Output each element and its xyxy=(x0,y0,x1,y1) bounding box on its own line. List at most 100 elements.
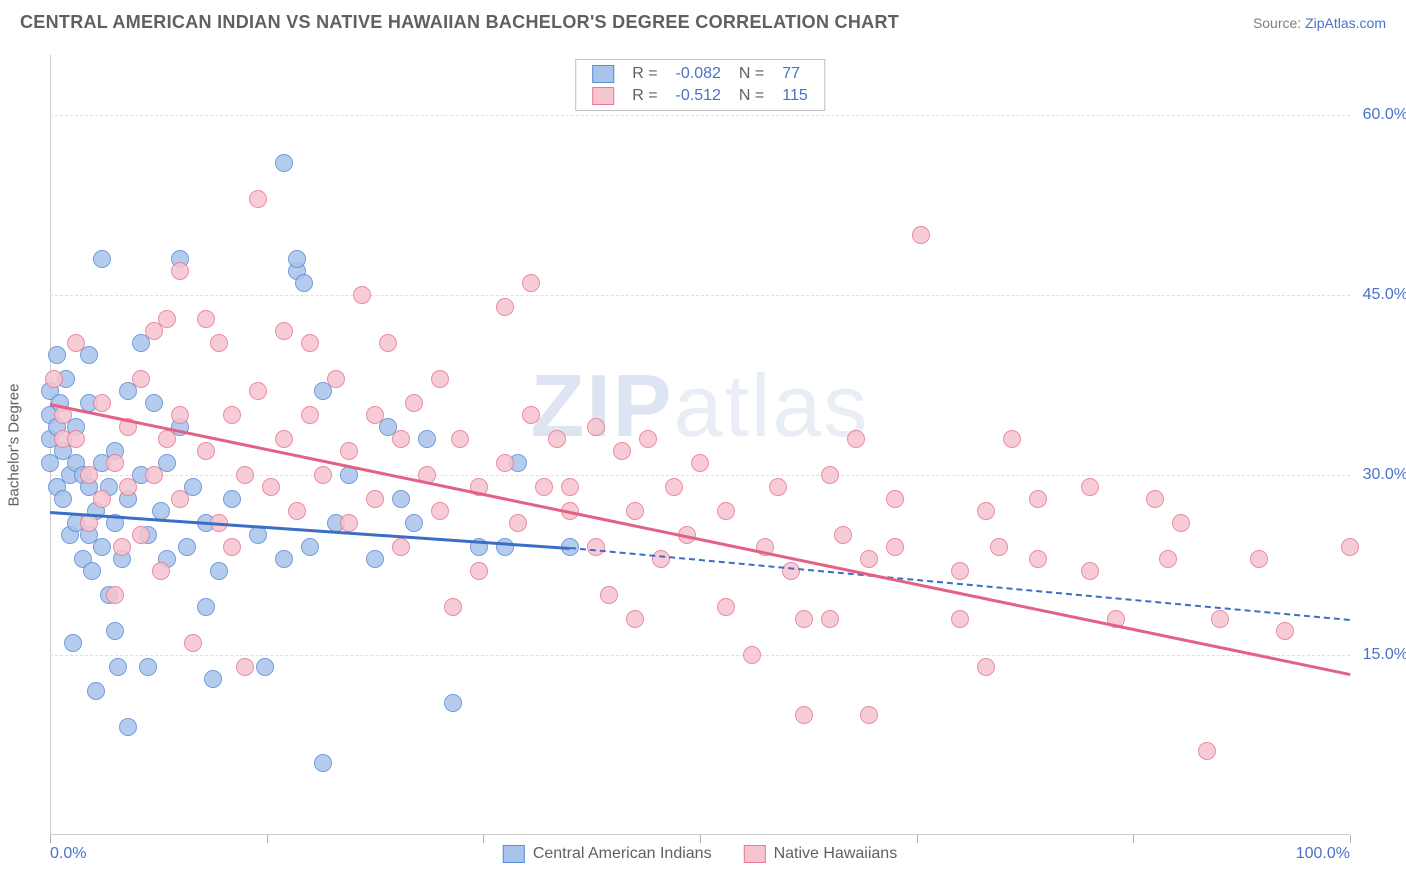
data-point xyxy=(197,310,215,328)
data-point xyxy=(249,190,267,208)
data-point xyxy=(379,334,397,352)
data-point xyxy=(48,346,66,364)
x-tick xyxy=(50,835,51,843)
data-point xyxy=(301,334,319,352)
x-tick xyxy=(1133,835,1134,843)
data-point xyxy=(83,562,101,580)
data-point xyxy=(951,610,969,628)
data-point xyxy=(366,550,384,568)
data-point xyxy=(204,670,222,688)
data-point xyxy=(171,262,189,280)
data-point xyxy=(301,538,319,556)
data-point xyxy=(1250,550,1268,568)
data-point xyxy=(106,454,124,472)
data-point xyxy=(977,502,995,520)
data-point xyxy=(353,286,371,304)
data-point xyxy=(93,490,111,508)
data-point xyxy=(821,466,839,484)
data-point xyxy=(106,586,124,604)
data-point xyxy=(366,490,384,508)
data-point xyxy=(1081,478,1099,496)
r-value-2: -0.512 xyxy=(668,86,729,106)
data-point xyxy=(587,538,605,556)
gridline xyxy=(50,655,1350,656)
data-point xyxy=(626,610,644,628)
data-point xyxy=(366,406,384,424)
n-value-2: 115 xyxy=(774,86,816,106)
y-tick-label: 15.0% xyxy=(1363,646,1406,664)
x-tick-label: 100.0% xyxy=(1296,845,1350,863)
series-legend: Central American Indians Native Hawaiian… xyxy=(503,845,897,863)
data-point xyxy=(301,406,319,424)
legend-row-series-2: R = -0.512 N = 115 xyxy=(584,86,816,106)
legend-row-series-1: R = -0.082 N = 77 xyxy=(584,64,816,84)
data-point xyxy=(496,298,514,316)
gridline xyxy=(50,295,1350,296)
swatch-series-1 xyxy=(503,845,525,863)
y-axis-label: Bachelor's Degree xyxy=(6,384,23,507)
data-point xyxy=(977,658,995,676)
data-point xyxy=(470,562,488,580)
data-point xyxy=(139,658,157,676)
data-point xyxy=(132,370,150,388)
data-point xyxy=(665,478,683,496)
data-point xyxy=(782,562,800,580)
data-point xyxy=(1276,622,1294,640)
data-point xyxy=(80,466,98,484)
legend-item-1: Central American Indians xyxy=(503,845,712,863)
data-point xyxy=(626,502,644,520)
r-value-1: -0.082 xyxy=(668,64,729,84)
data-point xyxy=(561,478,579,496)
data-point xyxy=(223,538,241,556)
chart-area: ZIPatlas Bachelor's Degree 15.0%30.0%45.… xyxy=(50,55,1350,835)
data-point xyxy=(886,490,904,508)
data-point xyxy=(340,514,358,532)
data-point xyxy=(113,538,131,556)
data-point xyxy=(600,586,618,604)
data-point xyxy=(912,226,930,244)
data-point xyxy=(1003,430,1021,448)
data-point xyxy=(496,454,514,472)
y-tick-label: 60.0% xyxy=(1363,106,1406,124)
data-point xyxy=(109,658,127,676)
data-point xyxy=(295,274,313,292)
data-point xyxy=(431,370,449,388)
data-point xyxy=(1029,490,1047,508)
legend-item-2: Native Hawaiians xyxy=(744,845,898,863)
swatch-series-1 xyxy=(592,65,614,83)
data-point xyxy=(314,466,332,484)
data-point xyxy=(171,406,189,424)
data-point xyxy=(210,562,228,580)
data-point xyxy=(158,430,176,448)
data-point xyxy=(288,502,306,520)
data-point xyxy=(1081,562,1099,580)
source-link[interactable]: ZipAtlas.com xyxy=(1305,15,1386,31)
data-point xyxy=(522,274,540,292)
x-tick xyxy=(483,835,484,843)
x-tick xyxy=(267,835,268,843)
data-point xyxy=(54,490,72,508)
watermark: ZIPatlas xyxy=(531,355,870,457)
data-point xyxy=(93,538,111,556)
data-point xyxy=(717,502,735,520)
data-point xyxy=(496,538,514,556)
data-point xyxy=(197,598,215,616)
title-bar: CENTRAL AMERICAN INDIAN VS NATIVE HAWAII… xyxy=(0,0,1406,43)
data-point xyxy=(184,634,202,652)
data-point xyxy=(87,682,105,700)
data-point xyxy=(145,394,163,412)
data-point xyxy=(158,310,176,328)
data-point xyxy=(275,154,293,172)
data-point xyxy=(405,514,423,532)
data-point xyxy=(392,538,410,556)
data-point xyxy=(275,430,293,448)
data-point xyxy=(886,538,904,556)
data-point xyxy=(392,490,410,508)
data-point xyxy=(119,478,137,496)
data-point xyxy=(314,754,332,772)
data-point xyxy=(451,430,469,448)
data-point xyxy=(236,466,254,484)
data-point xyxy=(340,442,358,460)
data-point xyxy=(587,418,605,436)
source: Source: ZipAtlas.com xyxy=(1253,15,1386,31)
